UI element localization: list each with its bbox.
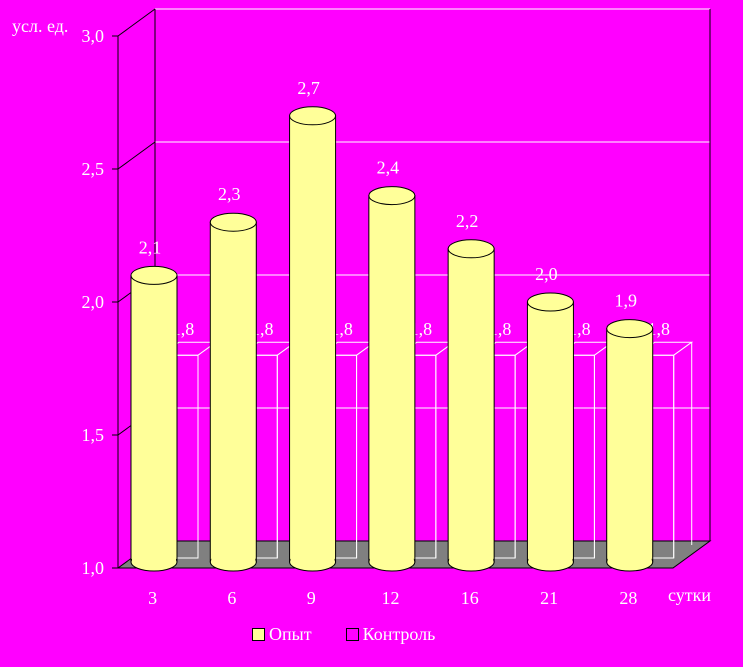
data-label-experiment: 2,7 [297,78,320,98]
data-label-experiment: 2,1 [139,237,162,257]
x-tick-label: 16 [461,588,479,608]
legend: Опыт Контроль [252,624,435,645]
bar-experiment-fill [369,195,414,562]
legend-item-control: Контроль [345,624,436,645]
bar-experiment-top [209,212,257,232]
bar-experiment-top [447,239,495,259]
x-tick-label: 28 [619,588,637,608]
x-axis-title: сутки [668,585,711,605]
x-tick-label: 12 [382,588,400,608]
y-axis-title: усл. ед. [12,16,68,36]
bar-experiment-fill [607,328,652,562]
legend-label-control: Контроль [362,624,436,644]
bar-experiment-fill [211,222,256,562]
bar-experiment-fill [132,275,176,562]
legend-label-experiment: Опыт [269,624,312,644]
bar-experiment-fill [290,115,335,563]
x-tick-label: 3 [148,588,157,608]
legend-swatch-experiment [252,628,265,641]
y-tick-label: 3,0 [82,26,105,46]
bar-experiment-top [526,292,574,312]
data-label-experiment: 2,0 [535,264,558,284]
bar-experiment-top [368,186,416,206]
y-tick-label: 1,5 [82,425,105,445]
bar-experiment-fill [449,248,494,563]
gridline-depth [117,141,156,170]
data-label-experiment: 2,2 [456,211,479,231]
bar-experiment-top [606,319,654,339]
x-tick-label: 9 [307,588,316,608]
y-tick-label: 2,5 [82,159,105,179]
bar-experiment-top [130,265,178,285]
legend-swatch-control [345,628,359,641]
x-tick-label: 21 [540,588,558,608]
gridline-depth [117,8,156,37]
data-label-experiment: 2,4 [377,158,400,178]
x-tick-label: 6 [227,588,236,608]
data-label-experiment: 2,3 [218,184,241,204]
y-tick-label: 2,0 [82,292,105,312]
bar-experiment-top [289,106,337,126]
data-label-experiment: 1,9 [614,291,637,311]
legend-item-experiment: Опыт [252,624,312,645]
y-tick-label: 1,0 [82,558,105,578]
bar-experiment-fill [528,302,573,562]
